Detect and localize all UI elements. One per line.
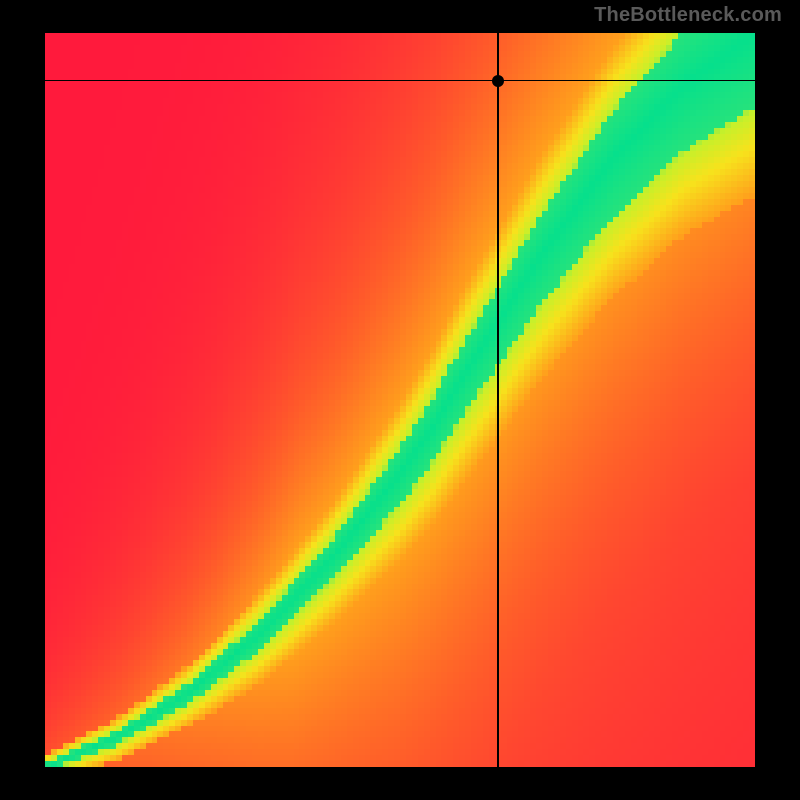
crosshair-vertical: [497, 33, 499, 767]
watermark-text: TheBottleneck.com: [594, 4, 782, 27]
crosshair-marker: [492, 75, 504, 87]
heatmap-canvas: [45, 33, 755, 767]
chart-container: TheBottleneck.com: [0, 0, 800, 800]
heatmap-plot-area: [45, 33, 755, 767]
crosshair-horizontal: [45, 80, 755, 82]
